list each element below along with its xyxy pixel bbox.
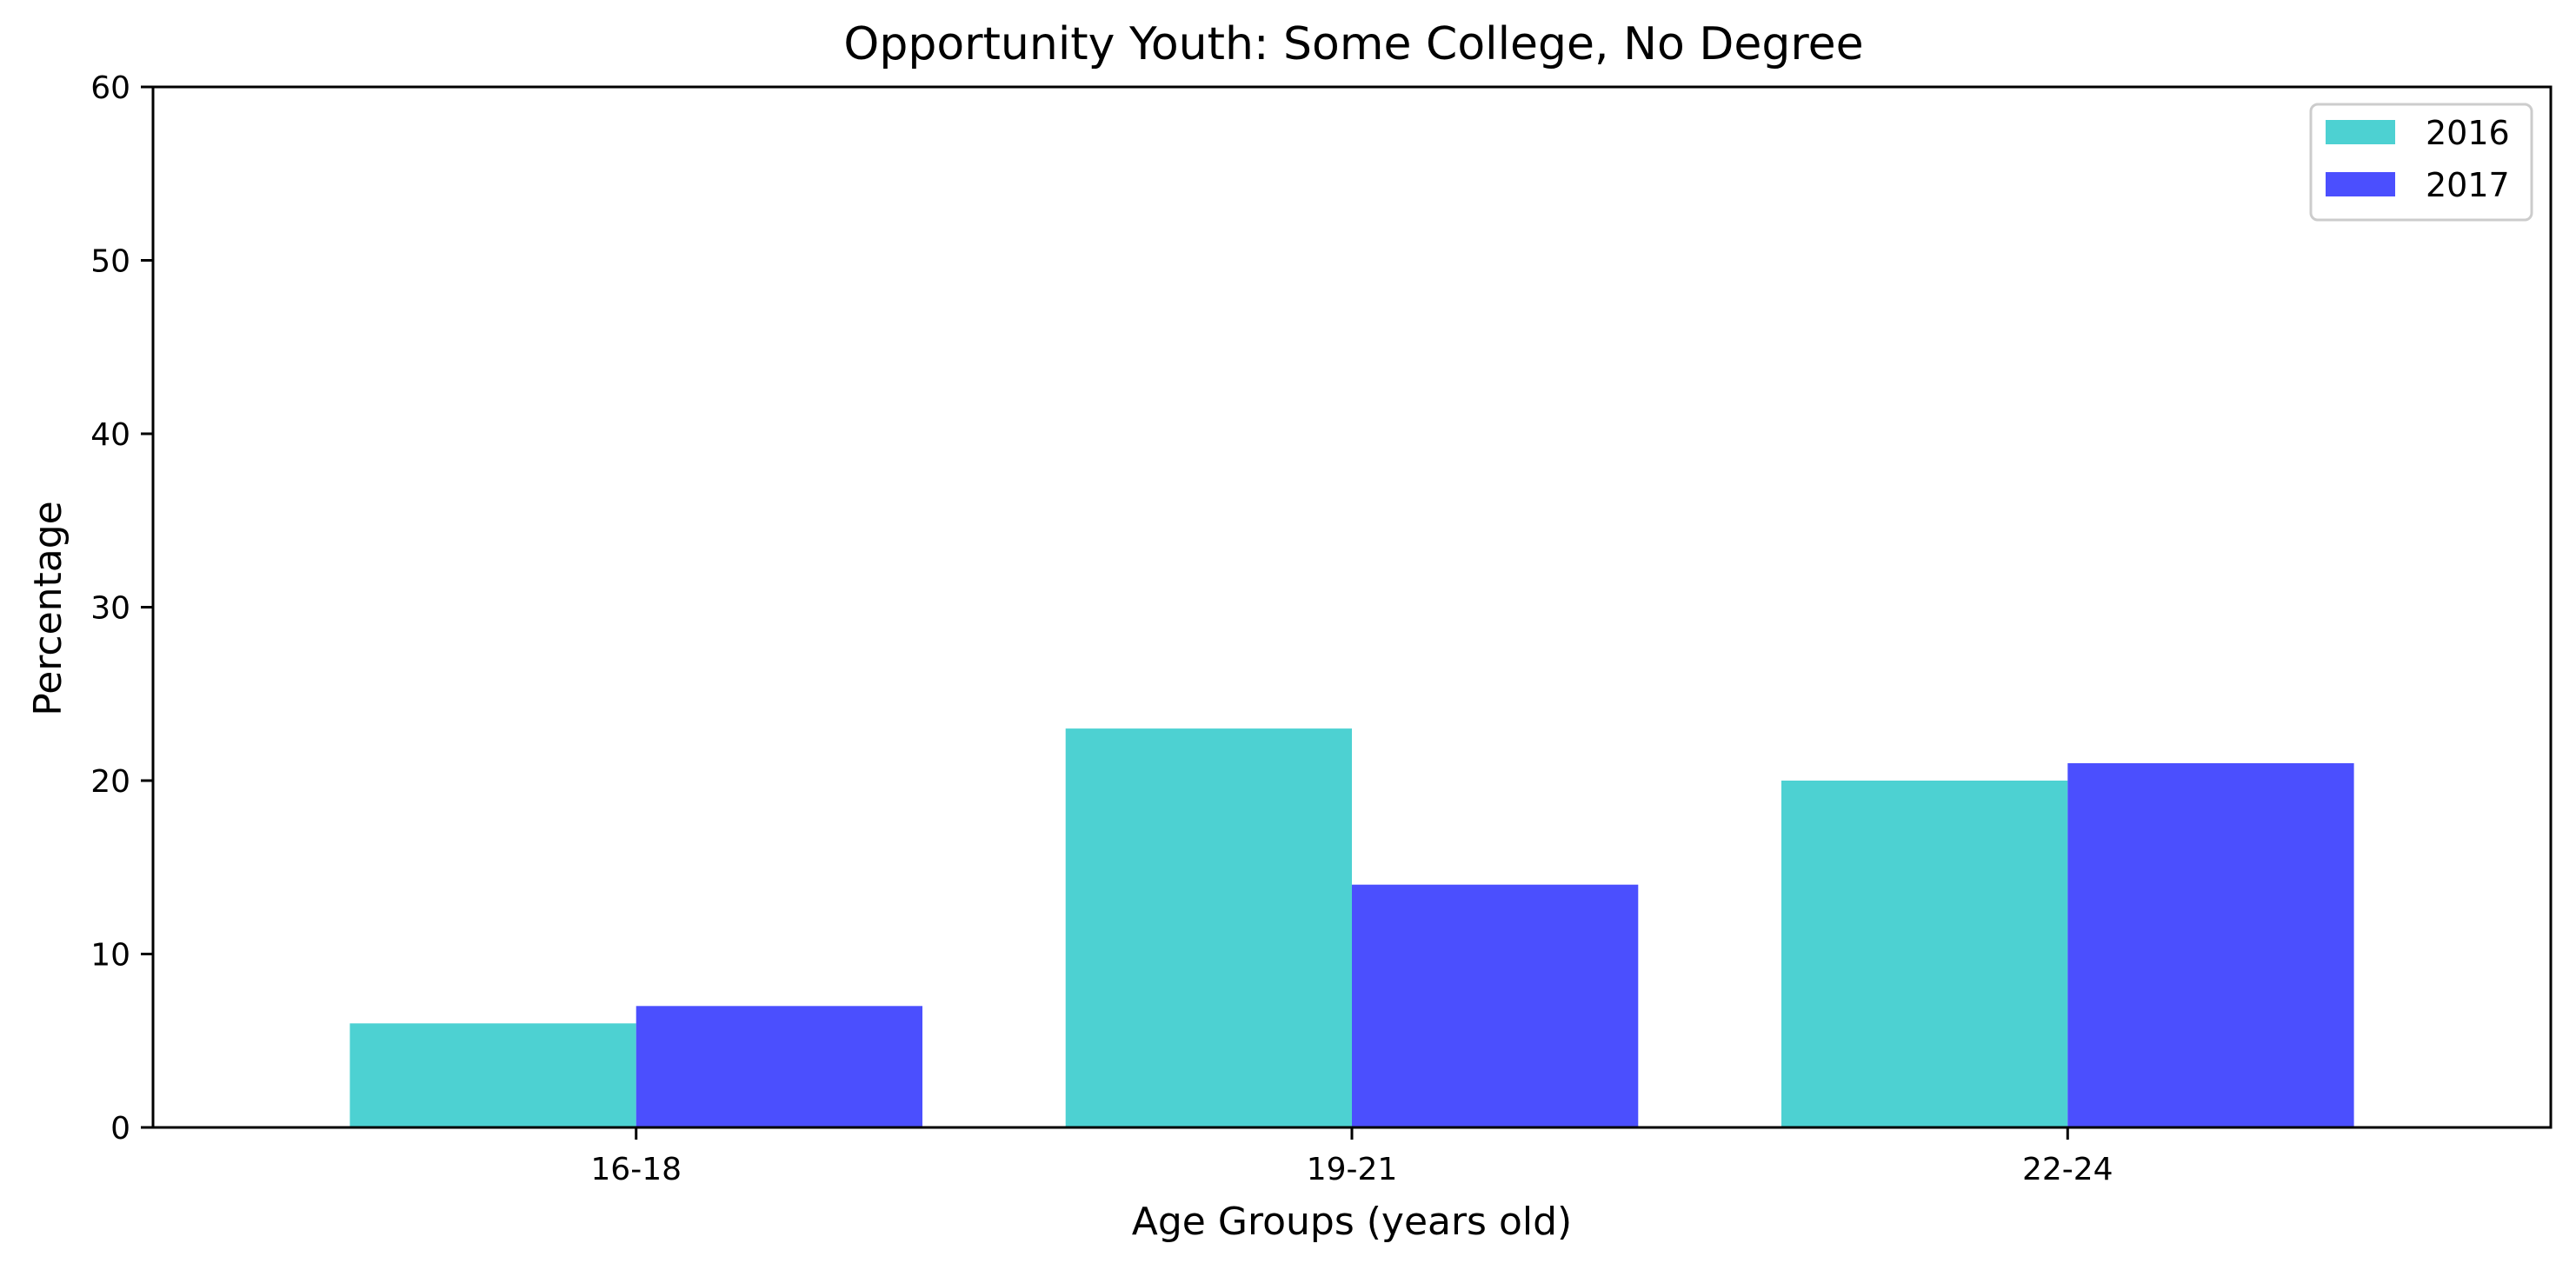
bar-2016-22-24 [1781, 781, 2068, 1127]
x-tick-label-22-24: 22-24 [2022, 1152, 2113, 1187]
x-axis-label: Age Groups (years old) [1132, 1200, 1572, 1244]
x-axis: 16-18 19-21 22-24 [590, 1127, 2113, 1187]
bar-2016-16-18 [349, 1023, 636, 1127]
y-tick-label-20: 20 [90, 764, 130, 800]
legend-swatch-2017 [2326, 172, 2395, 196]
y-tick-label-30: 30 [90, 591, 130, 627]
bar-2017-19-21 [1352, 884, 1639, 1127]
legend-label-2016: 2016 [2426, 114, 2510, 152]
x-tick-label-16-18: 16-18 [590, 1152, 682, 1187]
x-tick-label-19-21: 19-21 [1307, 1152, 1398, 1187]
bar-2017-22-24 [2067, 763, 2354, 1127]
legend: 2016 2017 [2309, 103, 2533, 222]
y-tick-label-60: 60 [90, 70, 130, 106]
chart-title: Opportunity Youth: Some College, No Degr… [843, 18, 1863, 70]
y-tick-label-10: 10 [90, 938, 130, 974]
y-tick-label-50: 50 [90, 244, 130, 280]
legend-swatch-2016 [2326, 120, 2395, 144]
legend-label-2017: 2017 [2426, 166, 2510, 204]
bar-2016-19-21 [1065, 728, 1352, 1127]
y-tick-label-40: 40 [90, 417, 130, 453]
bar-2017-16-18 [636, 1006, 922, 1127]
y-axis: 0 10 20 30 40 50 60 [90, 70, 153, 1147]
y-axis-label: Percentage [26, 501, 70, 716]
plot-frame [151, 85, 2553, 1129]
bars-group [349, 728, 2354, 1127]
y-tick-label-0: 0 [110, 1111, 130, 1147]
